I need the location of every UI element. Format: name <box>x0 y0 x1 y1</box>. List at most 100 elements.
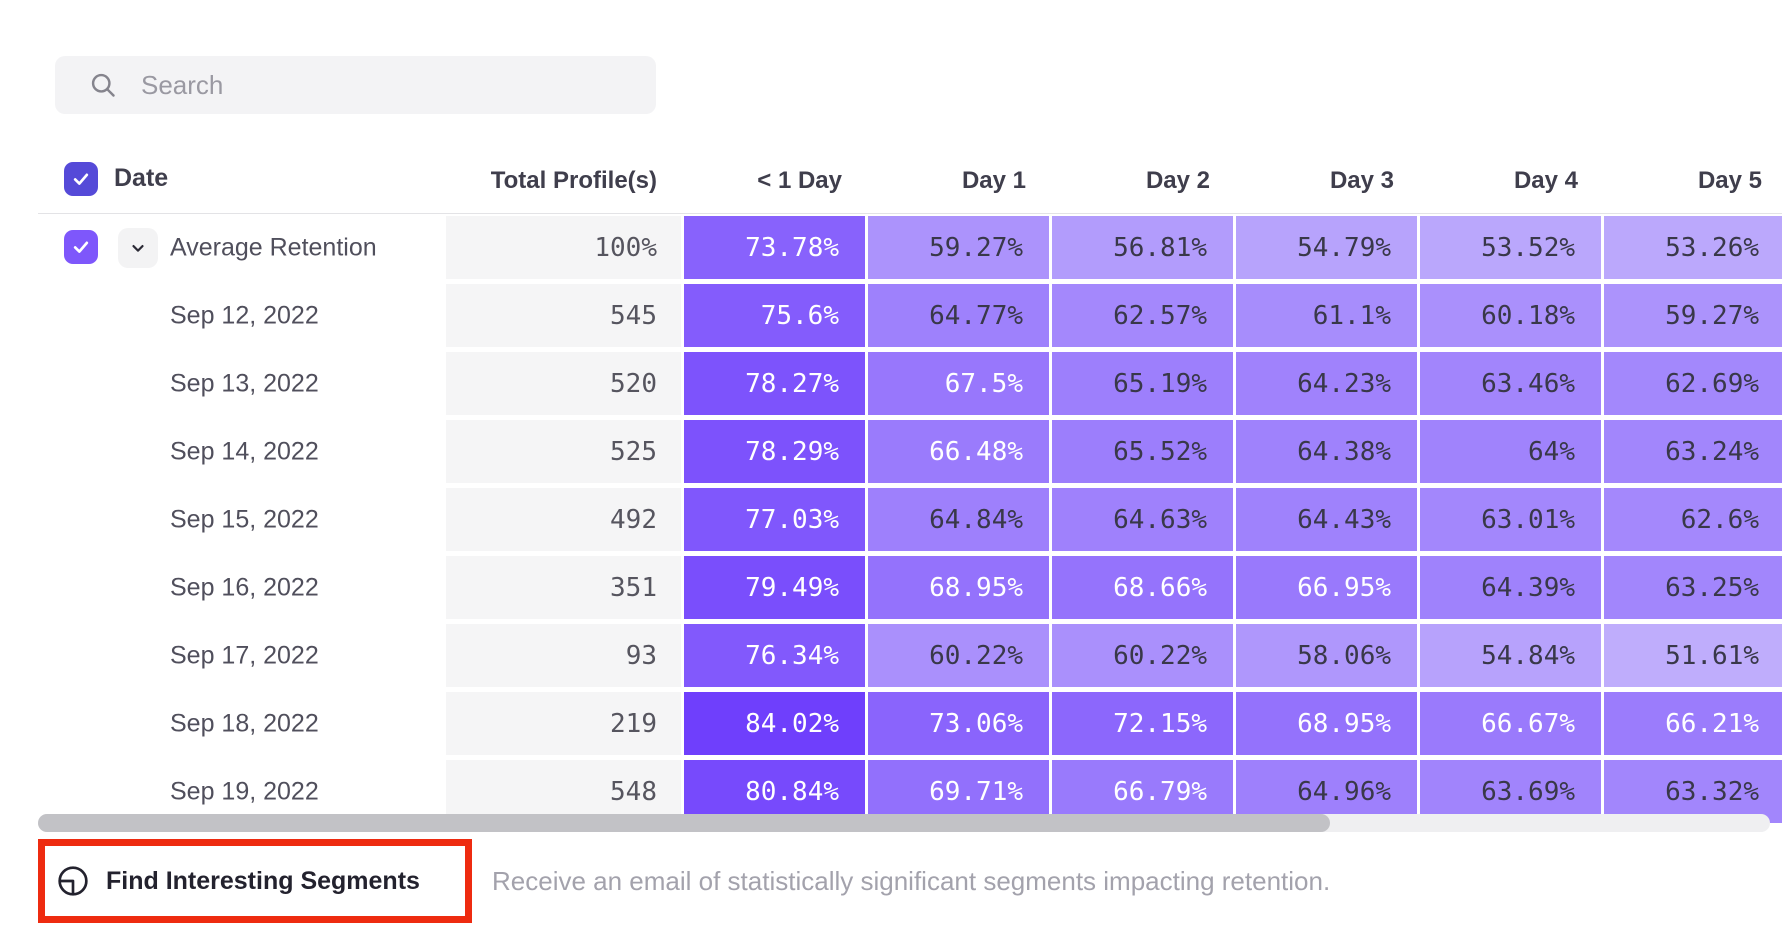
retention-cells: 78.29% 66.48% 65.52% 64.38% 64% 63.24% <box>684 420 1782 483</box>
retention-cell[interactable]: 76.34% <box>684 624 865 687</box>
retention-cell[interactable]: 64.43% <box>1236 488 1417 551</box>
retention-cell[interactable]: 79.49% <box>684 556 865 619</box>
retention-cell[interactable]: 80.84% <box>684 760 865 823</box>
retention-cell[interactable]: 64% <box>1420 420 1601 483</box>
column-header-day1: Day 1 <box>961 167 1026 194</box>
retention-cell[interactable]: 73.06% <box>868 692 1049 755</box>
retention-cell[interactable]: 84.02% <box>684 692 865 755</box>
retention-cell[interactable]: 59.27% <box>1604 284 1782 347</box>
retention-cell[interactable]: 63.46% <box>1420 352 1601 415</box>
horizontal-scrollbar-track[interactable] <box>38 814 1770 832</box>
retention-cell[interactable]: 63.69% <box>1420 760 1601 823</box>
total-profiles-cell: 351 <box>446 556 681 619</box>
retention-cell[interactable]: 64.84% <box>868 488 1049 551</box>
row-label: Sep 19, 2022 <box>170 777 319 806</box>
expand-row-button[interactable] <box>118 228 158 268</box>
retention-cell[interactable]: 63.32% <box>1604 760 1782 823</box>
retention-cells: 73.78% 59.27% 56.81% 54.79% 53.52% 53.26% <box>684 216 1782 279</box>
retention-cells: 79.49% 68.95% 68.66% 66.95% 64.39% 63.25% <box>684 556 1782 619</box>
retention-cell[interactable]: 63.24% <box>1604 420 1782 483</box>
retention-cell[interactable]: 68.66% <box>1052 556 1233 619</box>
retention-cell[interactable]: 73.78% <box>684 216 865 279</box>
retention-cell[interactable]: 64.77% <box>868 284 1049 347</box>
retention-cell[interactable]: 78.29% <box>684 420 865 483</box>
horizontal-scrollbar-thumb[interactable] <box>38 814 1330 832</box>
search-input[interactable]: Search <box>55 56 656 114</box>
retention-cell[interactable]: 59.27% <box>868 216 1049 279</box>
total-profiles-cell: 545 <box>446 284 681 347</box>
table-row: Sep 17, 2022 93 76.34% 60.22% 60.22% 58.06%… <box>0 622 1782 690</box>
retention-cell[interactable]: 68.95% <box>868 556 1049 619</box>
retention-cells: 75.6% 64.77% 62.57% 61.1% 60.18% 59.27% <box>684 284 1782 347</box>
retention-cell[interactable]: 53.52% <box>1420 216 1601 279</box>
column-header-date: Date <box>114 164 169 193</box>
retention-cell[interactable]: 62.6% <box>1604 488 1782 551</box>
retention-cell[interactable]: 65.52% <box>1052 420 1233 483</box>
retention-cell[interactable]: 60.22% <box>868 624 1049 687</box>
retention-cell[interactable]: 56.81% <box>1052 216 1233 279</box>
retention-cell[interactable]: 62.57% <box>1052 284 1233 347</box>
retention-cell[interactable]: 66.67% <box>1420 692 1601 755</box>
table-row: Sep 14, 2022 525 78.29% 66.48% 65.52% 64.38… <box>0 418 1782 486</box>
retention-cell[interactable]: 60.18% <box>1420 284 1601 347</box>
retention-cell[interactable]: 64.39% <box>1420 556 1601 619</box>
total-profiles-cell: 219 <box>446 692 681 755</box>
row-checkbox[interactable] <box>64 230 98 264</box>
search-icon <box>89 71 117 99</box>
total-profiles-cell: 525 <box>446 420 681 483</box>
retention-cell[interactable]: 72.15% <box>1052 692 1233 755</box>
row-label: Average Retention <box>170 233 377 262</box>
retention-cell[interactable]: 75.6% <box>684 284 865 347</box>
table-row: Sep 16, 2022 351 79.49% 68.95% 68.66% 66.95… <box>0 554 1782 622</box>
row-label: Sep 13, 2022 <box>170 369 319 398</box>
retention-cell[interactable]: 68.95% <box>1236 692 1417 755</box>
row-label: Sep 14, 2022 <box>170 437 319 466</box>
retention-cell[interactable]: 54.84% <box>1420 624 1601 687</box>
retention-cell[interactable]: 69.71% <box>868 760 1049 823</box>
retention-cell[interactable]: 62.69% <box>1604 352 1782 415</box>
retention-cells: 76.34% 60.22% 60.22% 58.06% 54.84% 51.61% <box>684 624 1782 687</box>
row-label: Sep 18, 2022 <box>170 709 319 738</box>
column-header-total-profiles: Total Profile(s) <box>490 167 657 194</box>
retention-cell[interactable]: 63.25% <box>1604 556 1782 619</box>
retention-cell[interactable]: 65.19% <box>1052 352 1233 415</box>
total-profiles-cell: 548 <box>446 760 681 823</box>
search-placeholder: Search <box>141 69 224 100</box>
table-row: Sep 19, 2022 548 80.84% 69.71% 66.79% 64.96… <box>0 758 1782 826</box>
total-profiles-cell: 93 <box>446 624 681 687</box>
retention-cell[interactable]: 66.21% <box>1604 692 1782 755</box>
segments-icon <box>57 865 89 897</box>
retention-cell[interactable]: 60.22% <box>1052 624 1233 687</box>
retention-cell[interactable]: 64.96% <box>1236 760 1417 823</box>
find-interesting-segments-button[interactable]: Find Interesting Segments <box>57 846 420 916</box>
retention-cell[interactable]: 77.03% <box>684 488 865 551</box>
total-profiles-cell: 492 <box>446 488 681 551</box>
table-row: Average Retention 100% 73.78% 59.27% 56.81… <box>0 214 1782 282</box>
retention-cell[interactable]: 64.38% <box>1236 420 1417 483</box>
column-header-day3: Day 3 <box>1329 167 1394 194</box>
retention-cells: 77.03% 64.84% 64.63% 64.43% 63.01% 62.6% <box>684 488 1782 551</box>
table-row: Sep 13, 2022 520 78.27% 67.5% 65.19% 64.23%… <box>0 350 1782 418</box>
column-header-lt1day: < 1 Day <box>757 167 842 194</box>
retention-cell[interactable]: 66.79% <box>1052 760 1233 823</box>
retention-cells: 78.27% 67.5% 65.19% 64.23% 63.46% 62.69% <box>684 352 1782 415</box>
row-label: Sep 17, 2022 <box>170 641 319 670</box>
retention-cell[interactable]: 66.95% <box>1236 556 1417 619</box>
select-all-checkbox[interactable] <box>64 162 98 196</box>
table-rows: Average Retention 100% 73.78% 59.27% 56.81… <box>0 214 1782 826</box>
retention-cell[interactable]: 53.26% <box>1604 216 1782 279</box>
retention-cell[interactable]: 58.06% <box>1236 624 1417 687</box>
retention-cell[interactable]: 51.61% <box>1604 624 1782 687</box>
retention-cell[interactable]: 54.79% <box>1236 216 1417 279</box>
retention-cell[interactable]: 66.48% <box>868 420 1049 483</box>
retention-cell[interactable]: 61.1% <box>1236 284 1417 347</box>
row-label: Sep 15, 2022 <box>170 505 319 534</box>
retention-cell[interactable]: 63.01% <box>1420 488 1601 551</box>
retention-cell[interactable]: 78.27% <box>684 352 865 415</box>
column-header-day2: Day 2 <box>1145 167 1210 194</box>
retention-cell[interactable]: 64.63% <box>1052 488 1233 551</box>
table-row: Sep 12, 2022 545 75.6% 64.77% 62.57% 61.1% 6… <box>0 282 1782 350</box>
chevron-down-icon <box>132 245 144 252</box>
retention-cell[interactable]: 64.23% <box>1236 352 1417 415</box>
retention-cell[interactable]: 67.5% <box>868 352 1049 415</box>
